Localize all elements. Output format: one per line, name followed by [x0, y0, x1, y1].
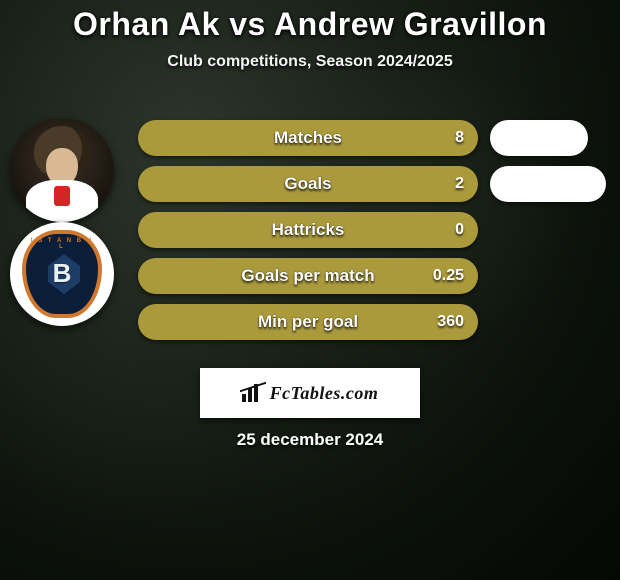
bar-player-a: [138, 304, 478, 340]
club-badge-icon: I S T A N B U L B: [22, 230, 102, 318]
comparison-bars: Matches8 Goals2 Hattricks0 Goals per match0…: [138, 120, 610, 350]
stat-row: Hattricks0: [138, 212, 610, 248]
bar-player-b: [490, 120, 588, 156]
site-name: FcTables.com: [270, 383, 379, 404]
bar-chart-icon: [242, 384, 264, 402]
club-badge-ring-text: I S T A N B U L: [28, 238, 96, 254]
vs-separator: vs: [229, 6, 266, 42]
stat-row: Goals per match0.25: [138, 258, 610, 294]
club-badge-letter: B: [26, 258, 98, 289]
player-a-avatar-wrap: [10, 118, 130, 222]
snapshot-date: 25 december 2024: [0, 430, 620, 450]
bar-player-a: [138, 258, 478, 294]
stat-row: Min per goal360: [138, 304, 610, 340]
player-a-avatar: [10, 118, 114, 222]
stat-row: Matches8: [138, 120, 610, 156]
player-b-avatar-wrap: I S T A N B U L B: [10, 222, 130, 326]
site-branding: FcTables.com: [200, 368, 420, 418]
player-b-club-badge: I S T A N B U L B: [10, 222, 114, 326]
subtitle: Club competitions, Season 2024/2025: [0, 53, 620, 71]
comparison-card: Orhan Ak vs Andrew Gravillon Club compet…: [0, 0, 620, 580]
stat-row: Goals2: [138, 166, 610, 202]
avatars-column: I S T A N B U L B: [10, 118, 130, 326]
player-a-name: Orhan Ak: [73, 6, 220, 42]
bar-player-a: [138, 212, 478, 248]
bar-player-a: [138, 120, 478, 156]
avatar-jersey: [26, 180, 98, 222]
page-title: Orhan Ak vs Andrew Gravillon: [0, 6, 620, 43]
bar-player-b: [490, 166, 606, 202]
player-b-name: Andrew Gravillon: [274, 6, 547, 42]
bar-player-a: [138, 166, 478, 202]
